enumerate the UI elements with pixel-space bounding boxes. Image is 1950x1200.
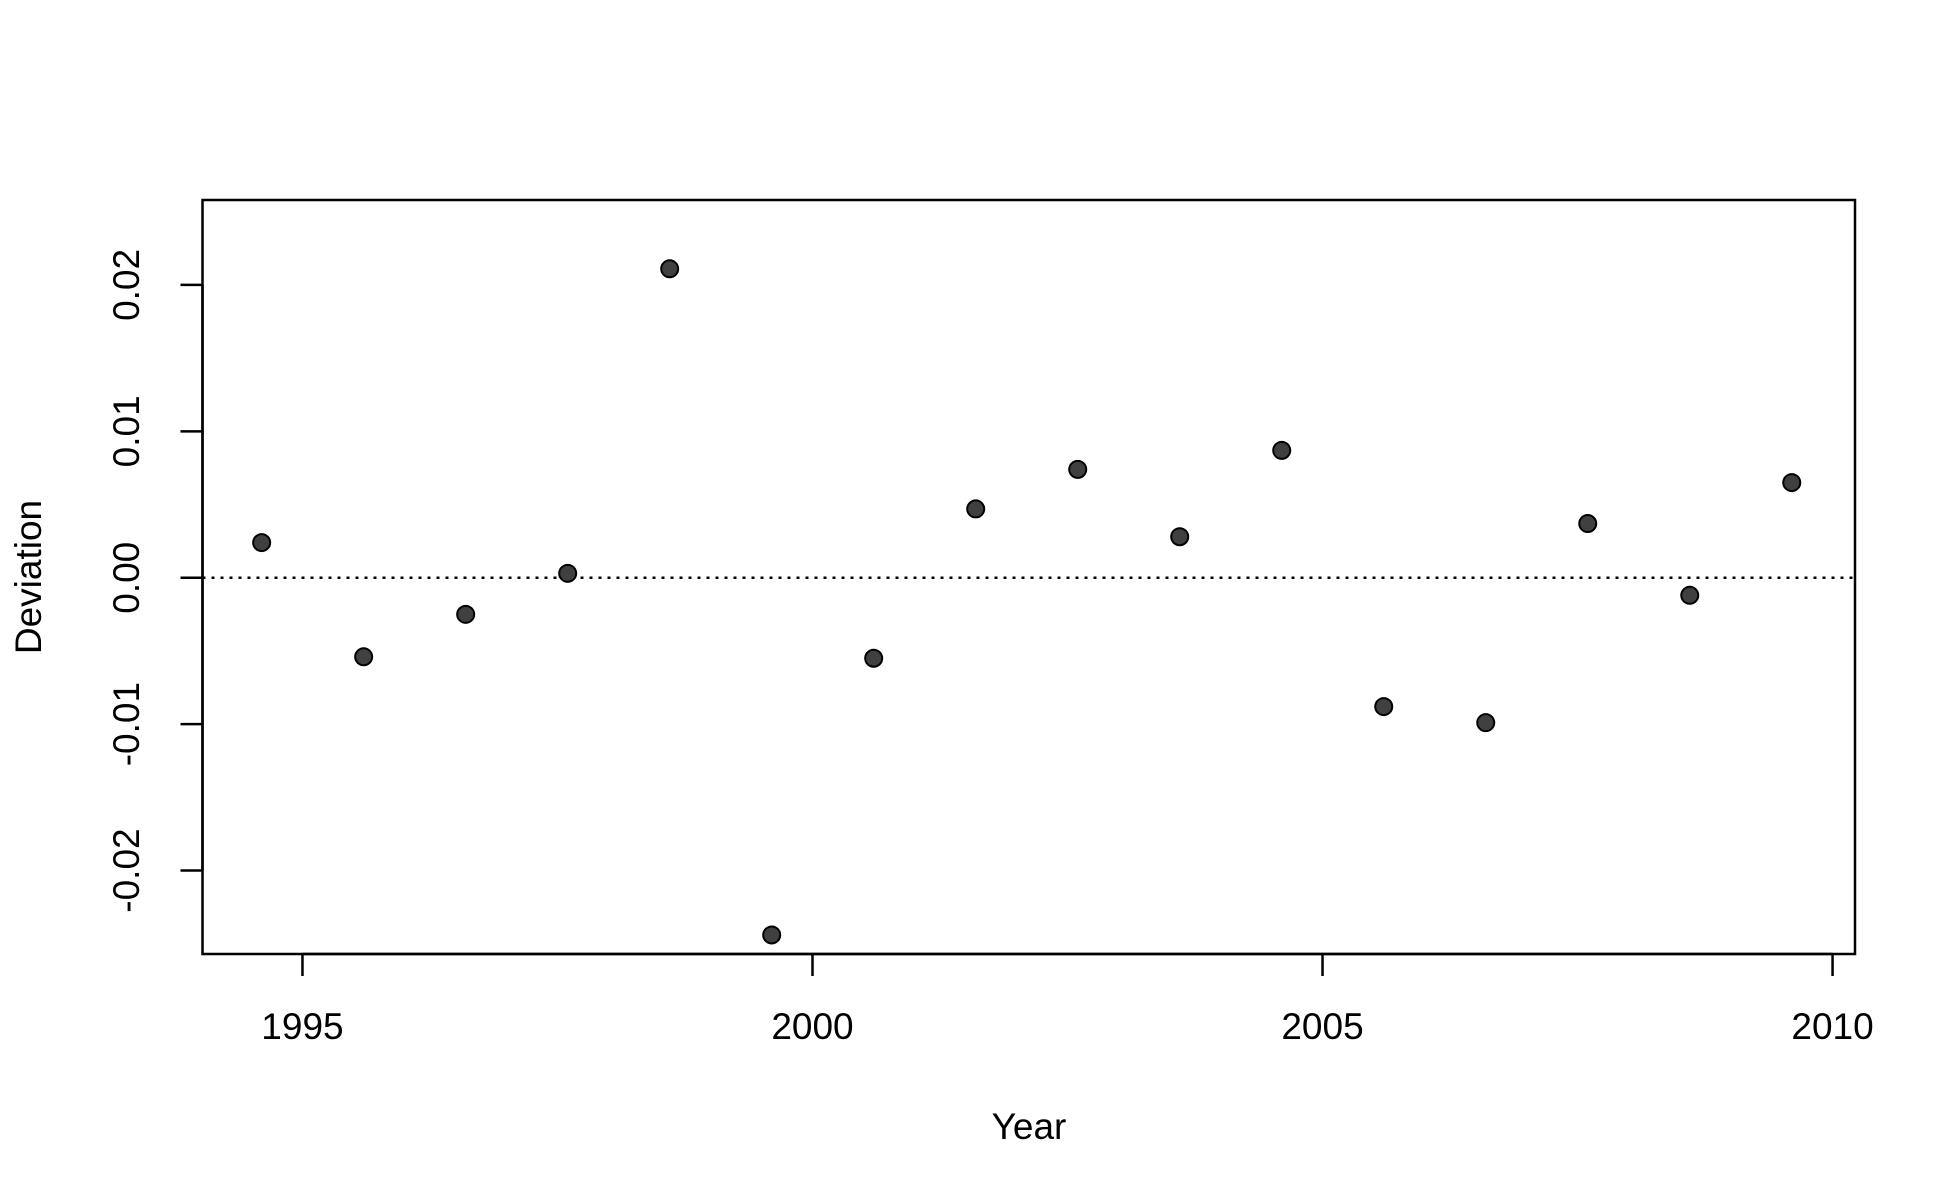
point (966, 499, 986, 519)
x-axis-label: Year (992, 1106, 1067, 1147)
point (1578, 514, 1598, 534)
point (1782, 473, 1802, 493)
point (252, 533, 272, 553)
x-tick-label: 2005 (1281, 1006, 1363, 1047)
y-tick-label: 0.01 (106, 395, 147, 467)
point (1170, 527, 1190, 547)
point (1476, 713, 1496, 733)
y-axis-label: Deviation (8, 500, 49, 654)
x-tick-label: 2000 (771, 1006, 853, 1047)
y-tick-label: 0.02 (106, 249, 147, 321)
point (1068, 459, 1088, 479)
point (354, 647, 374, 667)
point (558, 563, 578, 583)
point (1272, 440, 1292, 460)
x-tick-label: 2010 (1791, 1006, 1873, 1047)
point (762, 925, 782, 945)
x-tick-label: 1995 (261, 1006, 343, 1047)
y-tick-label: 0.00 (106, 542, 147, 614)
point (1680, 585, 1700, 605)
point (864, 648, 884, 668)
y-tick-label: -0.02 (106, 828, 147, 912)
point (660, 259, 680, 279)
point (1374, 697, 1394, 717)
y-tick-label: -0.01 (106, 682, 147, 766)
point (456, 604, 476, 624)
